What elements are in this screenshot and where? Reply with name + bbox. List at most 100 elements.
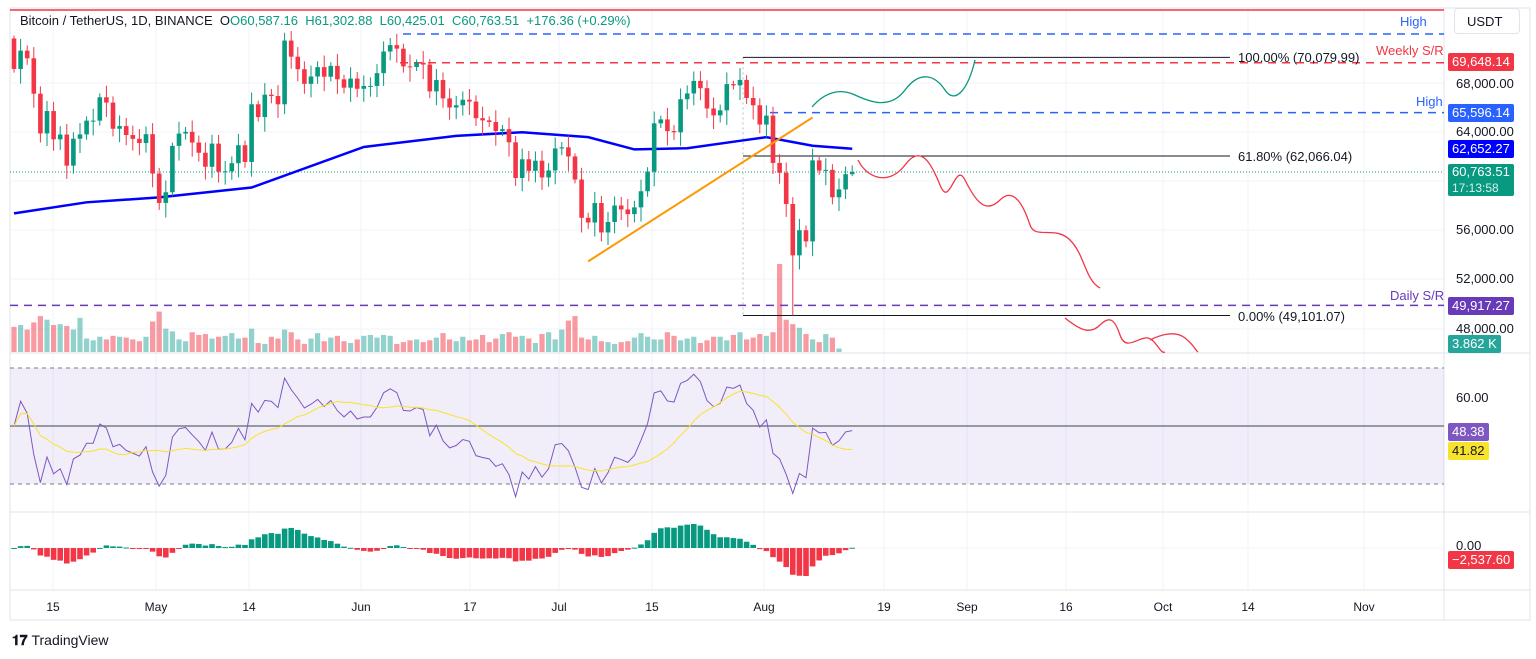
candle-body <box>249 104 254 162</box>
time-axis-label: 19 <box>877 600 891 614</box>
candle-body <box>110 102 116 129</box>
candle-body <box>566 147 571 157</box>
candle-body <box>420 62 426 65</box>
macd-histogram-bar <box>532 548 539 559</box>
volume-bar <box>658 339 664 352</box>
volume-bar <box>480 334 486 352</box>
candle-body <box>255 104 261 118</box>
volume-bar <box>460 336 466 352</box>
macd-histogram-bar <box>519 548 525 561</box>
currency-button[interactable]: USDT <box>1454 8 1520 34</box>
candle-body <box>368 85 373 87</box>
macd-histogram-bar <box>631 547 638 549</box>
tradingview-logo[interactable]: 𝟏𝟕 TradingView <box>12 632 109 649</box>
volume-bar <box>585 339 591 352</box>
macd-histogram-bar <box>229 546 235 548</box>
volume-bar <box>367 334 373 352</box>
macd-histogram-bar <box>559 548 565 550</box>
candle-body <box>486 120 492 122</box>
candle-body <box>401 48 406 67</box>
candle-body <box>407 66 413 68</box>
volume-bar <box>592 335 598 352</box>
macd-histogram-bar <box>308 536 314 548</box>
volume-bar <box>823 334 829 352</box>
macd-histogram-bar <box>658 528 664 548</box>
volume-bar <box>499 334 505 352</box>
volume-bar <box>711 336 717 352</box>
candle-body <box>777 162 782 173</box>
logo-text: TradingView <box>31 632 109 648</box>
macd-histogram-bar <box>314 537 321 548</box>
macd-histogram-bar <box>730 538 737 548</box>
volume-bar <box>156 311 162 352</box>
macd-histogram-bar <box>301 533 308 548</box>
macd-histogram-bar <box>651 532 657 548</box>
macd-histogram-bar <box>486 548 492 559</box>
macd-histogram-bar <box>24 545 30 548</box>
volume-bar <box>684 338 690 352</box>
macd-histogram-bar <box>743 541 750 548</box>
candle-body <box>137 138 142 144</box>
macd-histogram-bar <box>50 548 57 560</box>
daily-sr-label: Daily S/R <box>1390 288 1445 303</box>
macd-histogram-bar <box>625 548 631 550</box>
volume-bar <box>486 342 492 352</box>
rsi-ma-value-tag: 41.82 <box>1448 442 1489 460</box>
macd-histogram-bar <box>565 548 572 549</box>
time-axis-label: 15 <box>645 600 659 614</box>
volume-bar <box>625 341 631 352</box>
volume-bar <box>196 334 202 352</box>
macd-histogram-bar <box>413 548 420 549</box>
candle-body <box>513 142 518 178</box>
macd-histogram-bar <box>110 546 116 548</box>
candle-body <box>348 78 353 88</box>
candle-body <box>632 207 637 215</box>
candle-body <box>493 121 499 131</box>
volume-bar <box>130 339 136 352</box>
candle-body <box>130 135 136 139</box>
candle-body <box>64 134 70 166</box>
volume-bar <box>803 334 809 352</box>
candle-body <box>44 111 50 134</box>
volume-bar <box>513 336 519 352</box>
candle-body <box>440 80 446 99</box>
volume-bar <box>757 334 763 352</box>
macd-histogram-bar <box>717 537 723 548</box>
candle-body <box>143 134 149 144</box>
macd-histogram-bar <box>37 548 44 556</box>
volume-bar <box>420 342 426 352</box>
time-axis-label: Jun <box>351 600 371 614</box>
volume-bar <box>301 343 307 352</box>
volume-bar <box>84 338 90 352</box>
moving-average-line <box>13 130 853 215</box>
candle-body <box>434 80 439 92</box>
macd-histogram-bar <box>123 547 129 549</box>
volume-bar <box>790 324 796 352</box>
candle-body <box>599 203 604 233</box>
macd-histogram-bar <box>189 543 195 548</box>
candle-body <box>678 99 683 133</box>
candle-body <box>156 173 162 203</box>
macd-histogram-bar <box>70 548 77 562</box>
volume-bar <box>24 329 30 352</box>
candle-body <box>460 99 466 106</box>
volume-bar <box>143 336 149 352</box>
candle-body <box>724 84 730 111</box>
candle-body <box>823 169 829 171</box>
macd-histogram-bar <box>796 548 803 576</box>
volume-bar <box>473 339 479 352</box>
macd-histogram-bar <box>704 529 710 548</box>
volume-bar <box>816 342 822 352</box>
candle-body <box>222 171 228 173</box>
volume-bar <box>598 341 604 352</box>
candle-body <box>473 101 479 119</box>
fib-0-label: 0.00% (49,101.07) <box>1238 309 1345 324</box>
macd-histogram-bar <box>295 529 301 548</box>
volume-bar <box>97 336 103 352</box>
volume-bar <box>777 264 783 352</box>
macd-histogram-bar <box>526 548 532 561</box>
volume-bar <box>704 340 710 352</box>
macd-histogram-bar <box>697 525 704 548</box>
macd-histogram-bar <box>585 548 591 557</box>
